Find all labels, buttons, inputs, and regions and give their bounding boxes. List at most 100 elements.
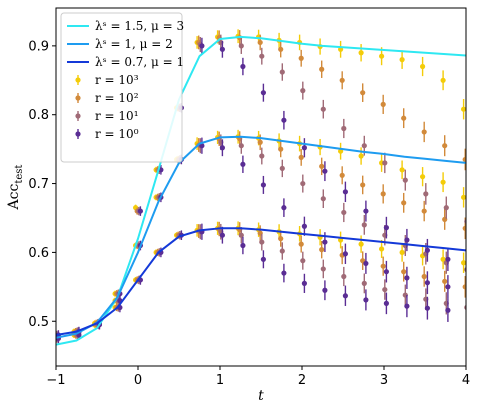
data-point [260,90,266,96]
y-tick-label: 0.8 [28,108,49,123]
data-point [462,225,466,231]
data-point [259,153,265,159]
data-point [464,305,466,310]
data-point [464,267,466,273]
data-point [279,69,285,75]
x-tick-label: 2 [298,373,306,388]
data-point [322,239,328,245]
data-point [298,241,304,247]
data-point [442,278,448,284]
x-axis-label: t [258,388,264,404]
data-point [424,247,430,253]
data-point [199,43,205,49]
data-point [56,336,57,339]
legend-item-scatter-1: r = 10² [75,91,139,105]
data-point [404,275,410,281]
curve-line-0 [56,35,466,346]
data-point [259,239,265,245]
legend-label: r = 10² [95,91,139,105]
data-point [240,242,246,249]
x-axis: −1 0 1 2 3 4 [46,366,470,388]
legend-box [60,12,183,163]
x-tick-label: 4 [462,373,470,388]
data-point [320,266,326,272]
data-point [363,297,369,303]
data-point [341,209,347,216]
data-point [404,303,410,309]
data-point [240,161,246,167]
data-point [461,260,466,266]
data-point [361,143,367,149]
data-point [363,260,369,267]
data-point [383,269,389,275]
legend-label: r = 10¹ [95,109,139,123]
x-tick-label: −1 [46,373,65,388]
data-point [383,225,389,231]
data-point [382,160,388,166]
data-point [443,205,449,211]
legend-item-scatter-0: r = 10³ [75,73,139,87]
data-point [56,337,57,340]
data-point [465,289,466,292]
data-point [342,251,348,257]
y-tick-label: 0.9 [28,39,49,54]
legend-point-swatch [75,131,81,137]
legend-item-scatter-3: r = 10⁰ [75,127,139,141]
data-point [440,256,446,262]
data-point [461,106,466,112]
data-point [342,189,348,195]
legend-label: λˢ = 1.5, μ = 3 [95,19,184,33]
data-point [260,182,266,188]
data-point [301,145,307,151]
data-point [281,270,287,276]
data-point [257,39,263,46]
data-point [301,223,307,229]
plot-frame [55,7,467,367]
data-point [421,208,427,214]
data-point [278,46,284,52]
y-axis-label-main: Acc [6,183,22,210]
data-point [219,145,225,151]
data-point [341,273,347,280]
data-point [445,256,451,262]
curve-line-2 [56,227,466,337]
data-point [279,165,285,172]
y-axis-label-sub: test [14,165,25,184]
data-point [383,300,389,306]
data-point [462,156,466,163]
legend-item-curve-2: λˢ = 0.7, μ = 1 [67,55,184,69]
data-point [424,305,430,311]
legend-point-swatch [75,113,81,119]
data-point [358,153,364,159]
legend: λˢ = 1.5, μ = 3 λˢ = 1, μ = 2 λˢ = 0.7, μ … [60,12,184,163]
data-point [361,280,367,286]
data-point [298,154,304,160]
data-point [301,280,307,286]
data-point [322,168,328,174]
data-point [342,293,348,299]
data-point [380,101,386,107]
data-point [281,117,287,123]
data-point [379,246,385,252]
data-point [341,125,347,132]
x-tick-label: 0 [134,373,142,388]
legend-item-curve-1: λˢ = 1, μ = 2 [67,37,173,51]
data-point [339,172,345,178]
y-tick-label: 0.6 [28,246,49,261]
data-point [380,191,386,197]
legend-label: r = 10⁰ [95,127,139,141]
data-point [380,263,386,269]
data-point [358,50,364,56]
data-point [399,57,405,63]
plot-marks [56,29,466,346]
data-point [278,146,284,152]
data-point [319,163,325,169]
data-point [401,200,407,206]
data-point [137,208,143,214]
data-point [361,222,367,228]
legend-label: r = 10³ [95,73,139,87]
data-point [320,106,326,112]
data-point [421,273,427,280]
data-point [300,88,306,94]
